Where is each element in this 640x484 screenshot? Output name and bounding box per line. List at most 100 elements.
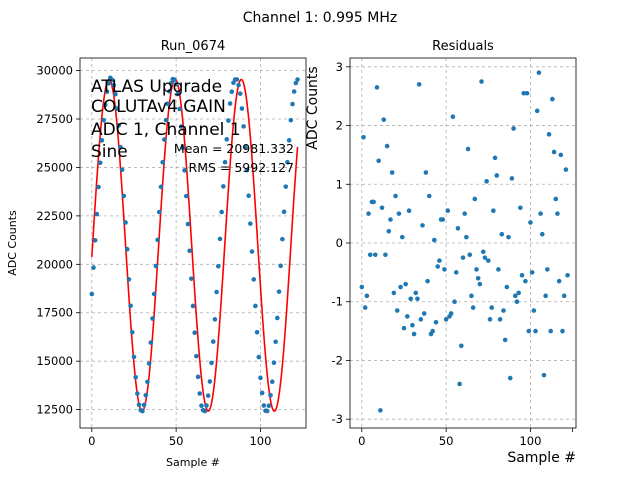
residual-point: [511, 126, 516, 131]
residual-point: [541, 372, 547, 378]
data-point: [241, 124, 246, 129]
residual-point: [381, 117, 387, 122]
residuals-plot-marks: [359, 70, 570, 413]
data-point: [119, 167, 125, 173]
residual-point: [420, 223, 425, 228]
data-point: [273, 339, 278, 345]
residual-point: [464, 234, 469, 240]
residual-point: [491, 208, 496, 213]
residual-point: [378, 408, 383, 413]
residual-point: [362, 305, 368, 310]
residual-point: [516, 290, 521, 296]
data-point: [251, 277, 257, 282]
data-point: [217, 236, 223, 242]
residual-point: [470, 305, 476, 310]
residual-point: [453, 270, 459, 275]
data-point: [248, 221, 253, 226]
residual-point: [437, 258, 442, 263]
data-point: [246, 193, 251, 199]
data-point: [183, 193, 189, 199]
data-point: [222, 159, 228, 165]
data-point: [276, 289, 282, 294]
data-point: [111, 82, 117, 88]
data-point: [102, 102, 108, 107]
data-point: [92, 237, 98, 243]
residual-point: [413, 290, 419, 296]
residual-point: [485, 258, 491, 263]
data-point: [256, 354, 262, 360]
main-plot-ticks: 0 50 100 12500 15000 17500 20000 22500 25000 2750…: [36, 64, 271, 448]
residual-point: [563, 167, 569, 172]
data-point: [124, 246, 130, 252]
residual-point: [401, 325, 407, 331]
data-point: [167, 89, 172, 94]
data-point: [180, 145, 186, 150]
data-point: [259, 390, 265, 396]
data-point: [249, 249, 255, 254]
residual-point: [504, 284, 510, 290]
data-point: [271, 360, 277, 366]
residual-point: [565, 273, 570, 278]
residual-point: [496, 267, 501, 272]
data-point: [291, 89, 297, 94]
main-plot-x-label: Sample #: [166, 456, 220, 469]
residual-point: [384, 143, 390, 149]
data-point: [150, 316, 155, 321]
y-tick-label: -2: [332, 353, 343, 367]
residual-point: [531, 308, 537, 313]
data-point: [89, 291, 95, 297]
data-point: [293, 80, 299, 86]
data-point: [168, 80, 174, 86]
data-point: [268, 392, 273, 398]
data-point: [221, 184, 226, 189]
residual-point: [452, 299, 457, 305]
residual-point: [416, 82, 422, 87]
data-point: [234, 77, 240, 82]
y-tick-label: 15000: [36, 354, 73, 368]
data-point: [141, 402, 147, 408]
residual-point: [389, 170, 395, 175]
x-tick-label: 100: [249, 434, 271, 448]
data-point: [214, 289, 219, 295]
residual-point: [455, 226, 461, 231]
annotation-line-1: ATLAS Upgrade: [91, 77, 222, 97]
data-point: [106, 81, 111, 86]
data-point: [229, 89, 235, 95]
residual-point: [543, 293, 548, 299]
residual-point: [435, 264, 441, 269]
data-point: [261, 403, 267, 408]
residuals-plot: 0 50 100 -3 -2 -1 0 1 2 3 Residuals Sample # ADC …: [305, 39, 577, 466]
y-tick-label: 12500: [36, 403, 73, 417]
residual-point: [518, 205, 523, 211]
residual-point: [487, 317, 493, 322]
residual-point: [479, 79, 484, 84]
residual-point: [534, 108, 540, 114]
residual-point: [383, 252, 388, 258]
residual-point: [372, 252, 378, 258]
residual-point: [524, 90, 530, 96]
annotation-line-4: Sine: [91, 142, 128, 162]
residual-point: [519, 273, 525, 278]
data-point: [281, 209, 287, 215]
residual-point: [361, 134, 366, 140]
residual-point: [546, 132, 552, 137]
residual-point: [507, 375, 513, 381]
residual-point: [391, 290, 397, 296]
residual-point: [509, 176, 515, 181]
data-point: [253, 303, 258, 309]
data-point: [189, 276, 194, 281]
residual-point: [460, 255, 466, 260]
stats-mean: Mean = 20981.332: [174, 141, 294, 156]
residual-point: [499, 231, 505, 237]
residual-point: [399, 234, 405, 240]
residual-point: [374, 85, 380, 90]
figure-suptitle: Channel 1: 0.995 MHz: [243, 10, 398, 26]
data-point: [128, 303, 133, 309]
residual-point: [430, 328, 435, 334]
data-point: [158, 184, 164, 190]
data-point: [194, 353, 199, 359]
data-point: [114, 106, 120, 111]
data-point: [131, 354, 137, 360]
